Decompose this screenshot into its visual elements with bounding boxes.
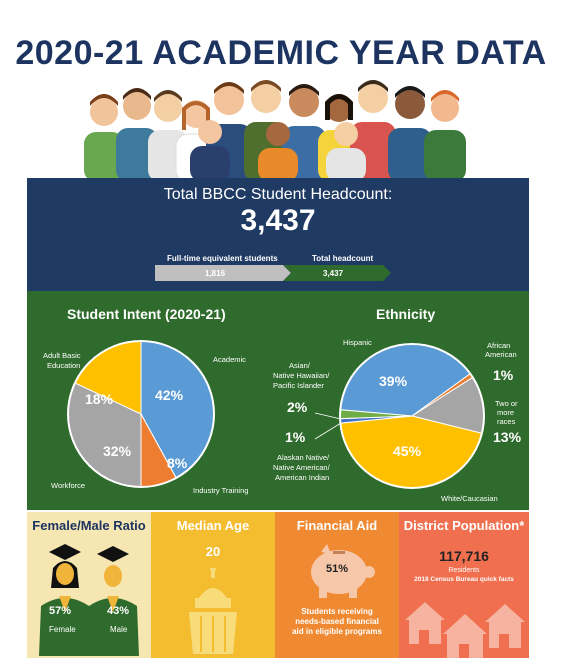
ethnicity-pie <box>339 343 485 489</box>
person-9 <box>350 80 396 180</box>
ratio-box: Female/Male Ratio 57% Female 43% Male <box>27 512 151 658</box>
eth-two-label-2: more <box>497 408 515 417</box>
female-label: Female <box>49 625 76 634</box>
intent-abe-pct: 18% <box>85 391 114 407</box>
intent-industry-label: Industry Training <box>193 486 249 495</box>
pop-unit: Residents <box>448 567 480 574</box>
headcount-bar <box>155 265 391 281</box>
aid-desc-3: aid in eligible programs <box>292 627 382 636</box>
person-figures <box>84 80 466 180</box>
headcount-value: 3,437 <box>240 204 316 237</box>
pop-title: District Population* <box>403 518 525 533</box>
aid-pct: 51% <box>325 563 349 575</box>
intent-academic-pct: 42% <box>155 387 184 403</box>
page-title: 2020-21 ACADEMIC YEAR DATA <box>15 34 547 72</box>
person-13 <box>258 122 298 180</box>
intent-abe-label-2: Education <box>47 361 81 370</box>
eth-two-label-3: races <box>497 417 516 426</box>
eth-african-label-2: American <box>485 350 517 359</box>
person-10 <box>388 86 432 180</box>
eth-white-label: White/Caucasian <box>441 494 498 503</box>
person-1 <box>84 94 124 180</box>
headcount-panel: Total BBCC Student Headcount: 3,437 Full… <box>27 178 529 291</box>
eth-white-pct: 45% <box>393 443 422 459</box>
eth-two-pct: 13% <box>493 429 522 445</box>
pop-source: 2018 Census Bureau quick facts <box>414 576 514 583</box>
aid-desc-1: Students receiving <box>301 607 373 616</box>
intent-pie <box>67 340 215 488</box>
charts-panel: Student Intent (2020-21) Ethnicity Acade… <box>27 291 529 510</box>
eth-hispanic-pct: 39% <box>379 373 408 389</box>
eth-alaskan-label-1: Alaskan Native/ <box>277 453 330 462</box>
person-11 <box>424 90 466 180</box>
eth-two-label-1: Two or <box>495 399 518 408</box>
intent-outline <box>67 340 215 488</box>
ratio-title: Female/Male Ratio <box>32 518 146 533</box>
male-pct: 43% <box>107 605 130 617</box>
intent-workforce-label: Workforce <box>51 481 86 490</box>
eth-asian-label-2: Native Hawaiian/ <box>273 371 330 380</box>
female-figure <box>39 544 91 656</box>
eth-alaskan-label-3: American Indian <box>275 473 330 482</box>
total-label: Total headcount <box>312 254 374 263</box>
person-2 <box>116 88 158 180</box>
eth-african-pct: 1% <box>493 367 514 383</box>
people-illustration <box>84 80 466 180</box>
eth-african-label-1: African <box>487 341 511 350</box>
eth-alaskan-label-2: Native American/ <box>273 463 330 472</box>
total-value: 3,437 <box>323 269 344 278</box>
eth-hispanic-label: Hispanic <box>343 338 372 347</box>
ethnicity-title: Ethnicity <box>376 306 436 322</box>
ethnicity-outline <box>339 343 485 489</box>
fte-label: Full-time equivalent students <box>167 254 278 263</box>
headcount-label: Total BBCC Student Headcount: <box>163 186 393 203</box>
piggy-bank-icon <box>311 544 375 598</box>
female-pct: 57% <box>49 605 72 617</box>
age-title: Median Age <box>176 518 250 533</box>
male-label: Male <box>110 625 128 634</box>
eth-asian-label-3: Pacific Islander <box>273 381 324 390</box>
male-figure <box>87 546 139 656</box>
district-population-box: District Population* 117,716 Residents 2… <box>399 512 529 658</box>
aid-title: Financial Aid <box>296 518 378 533</box>
fte-bar <box>155 265 291 281</box>
aid-desc-2: needs-based financial <box>295 617 379 626</box>
intent-abe-label-1: Adult Basic <box>43 351 81 360</box>
houses-icon <box>405 602 525 658</box>
intent-academic-label: Academic <box>213 355 246 364</box>
eth-asian-pct: 2% <box>287 399 308 415</box>
intent-workforce-pct: 32% <box>103 443 132 459</box>
gender-figures <box>39 544 139 656</box>
intent-industry-pct: 8% <box>167 455 188 471</box>
eth-asian-label-1: Asian/ <box>289 361 310 370</box>
pop-value: 117,716 <box>439 548 489 564</box>
eth-leader-lines <box>314 412 342 440</box>
financial-aid-box: Financial Aid 51% Students receiving nee… <box>275 512 399 658</box>
fte-value: 1,816 <box>205 269 226 278</box>
cake-icon <box>189 568 237 654</box>
median-age-box: Median Age 20 <box>151 512 275 658</box>
age-value: 20 <box>205 544 221 559</box>
eth-alaskan-pct: 1% <box>285 429 306 445</box>
person-12 <box>190 120 230 180</box>
intent-title: Student Intent (2020-21) <box>67 306 226 322</box>
person-14 <box>326 122 366 180</box>
total-bar <box>283 265 391 281</box>
